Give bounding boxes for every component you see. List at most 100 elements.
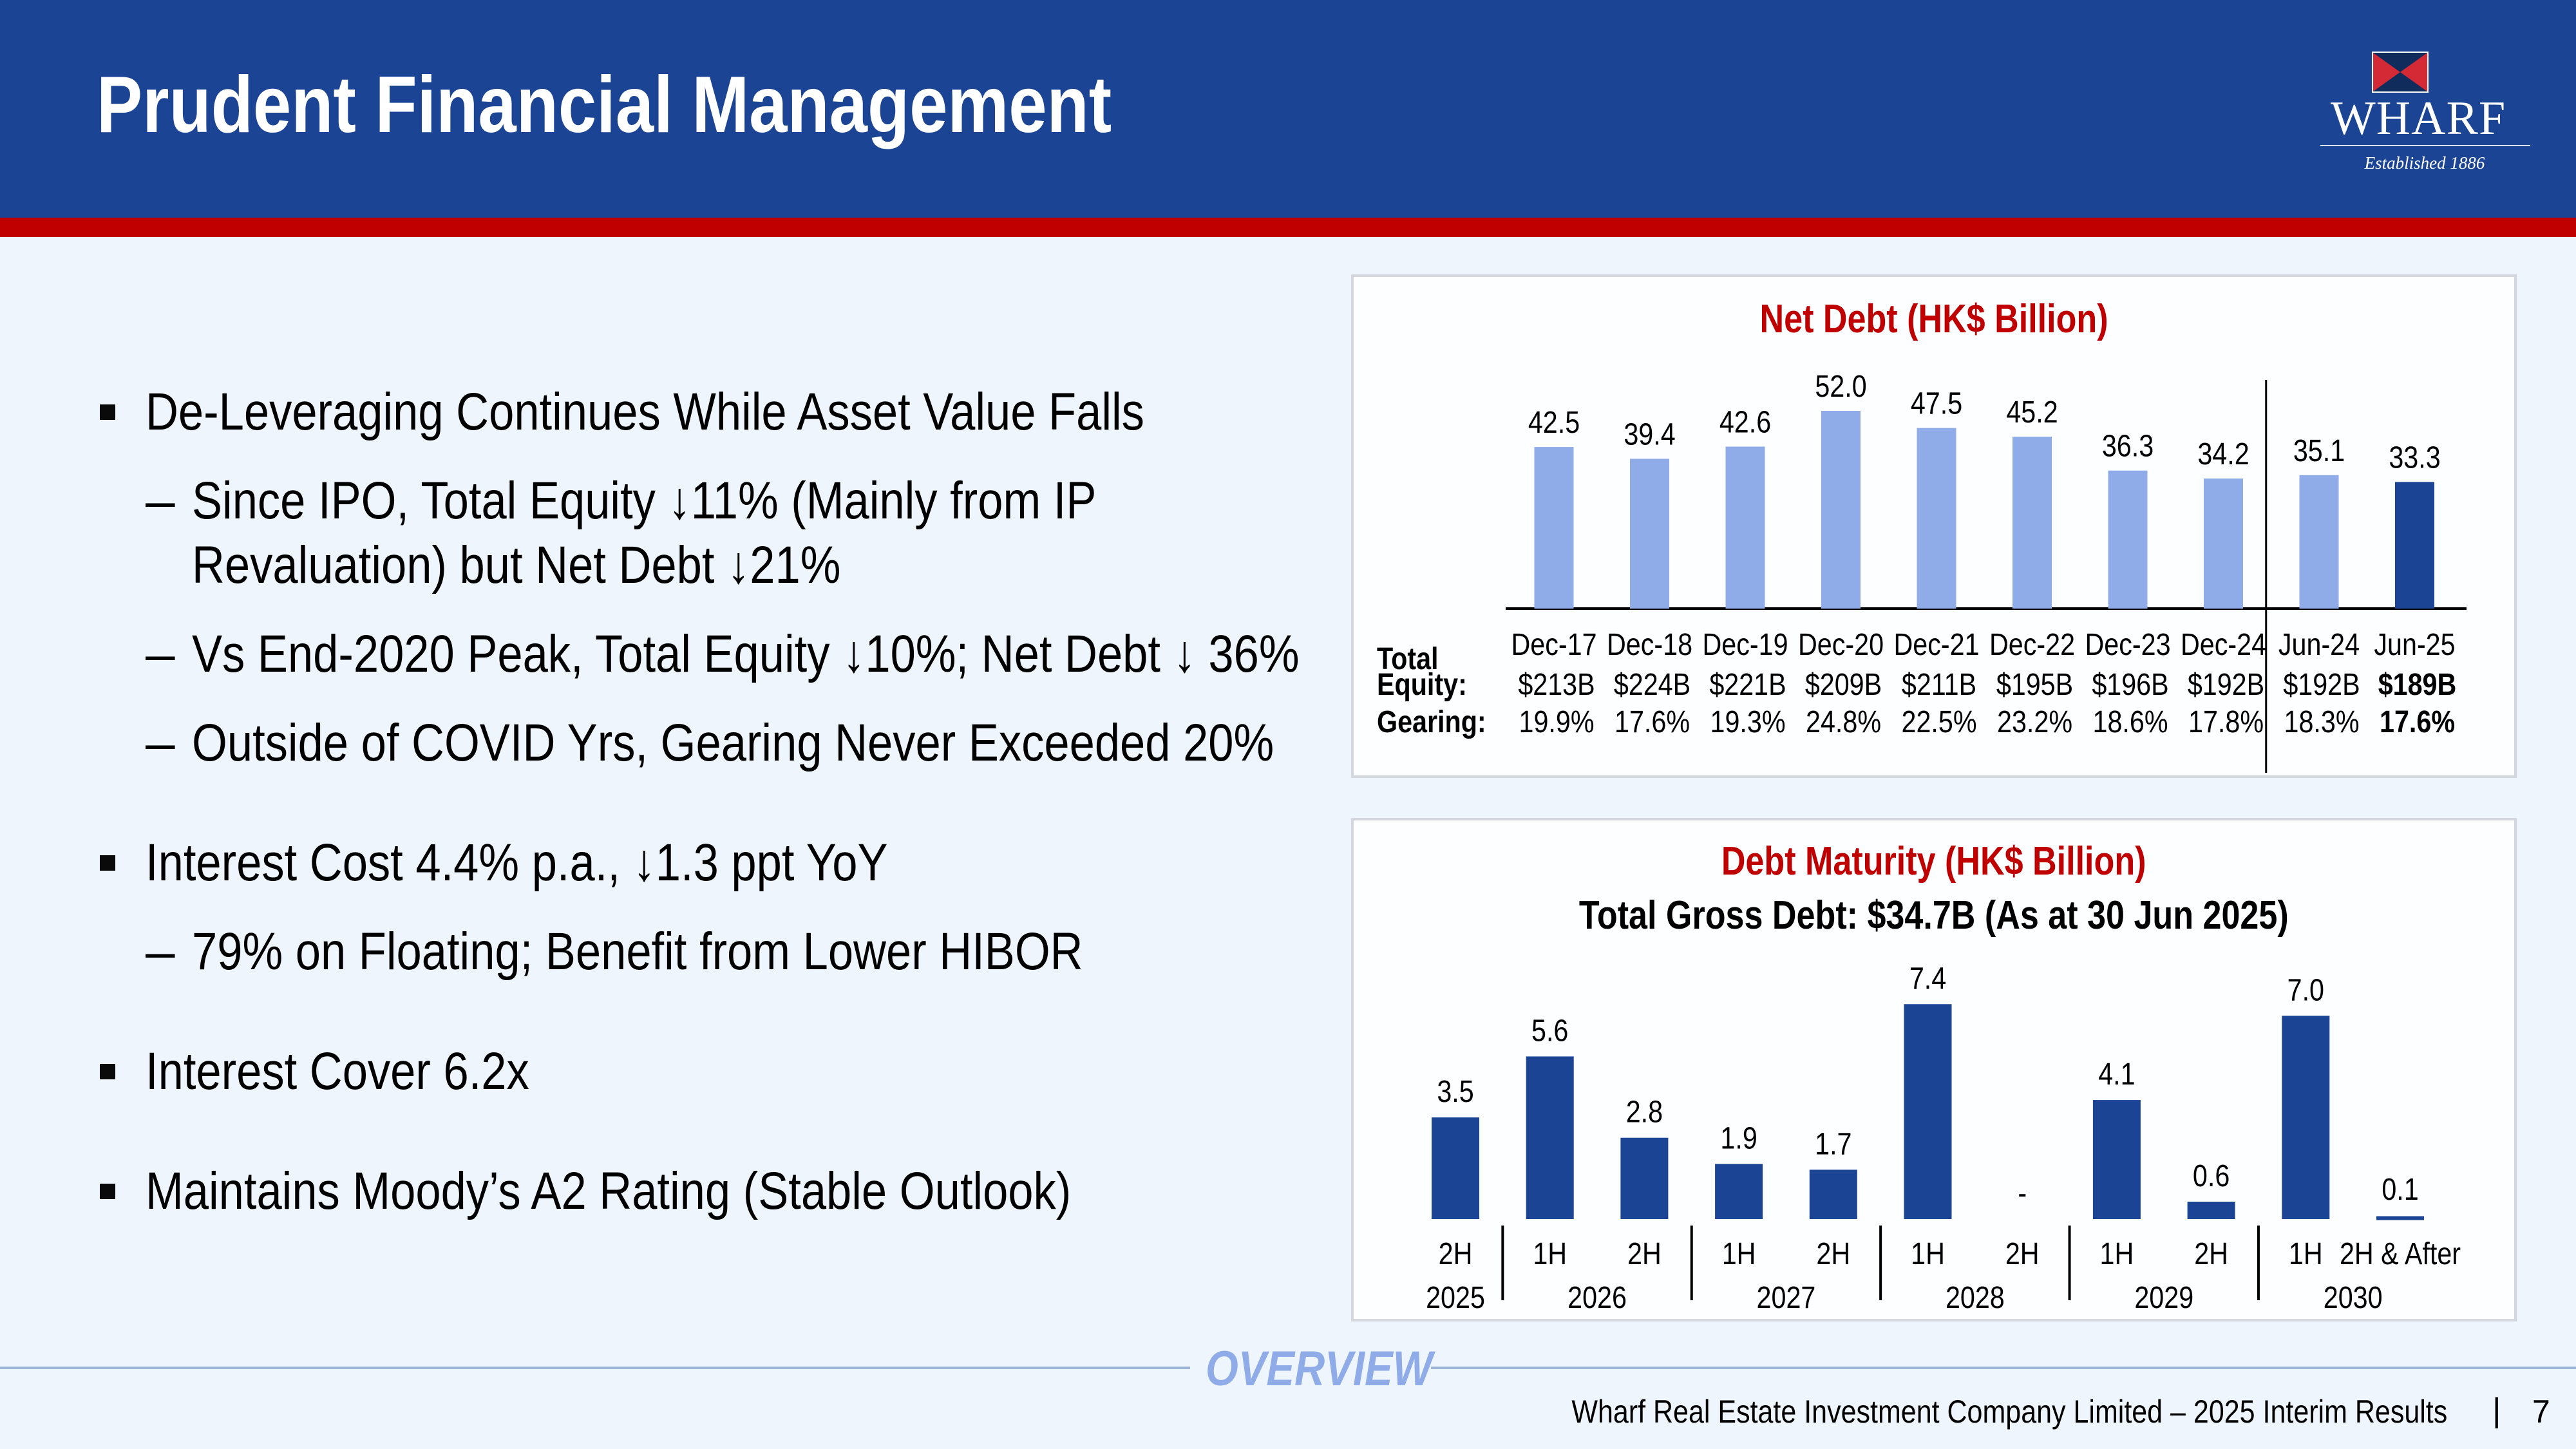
data-label: 42.6 xyxy=(1719,405,1771,440)
x-group-label: 2025 xyxy=(1426,1280,1485,1315)
bar-maturity xyxy=(2376,1216,2424,1220)
x-tick-label: Jun-25 xyxy=(2374,627,2455,662)
sub-bullet-text: 79% on Floating; Benefit from Lower HIBO… xyxy=(192,922,1083,981)
bar-jun-24 xyxy=(2299,475,2339,609)
x-tick-label: Dec-23 xyxy=(2085,627,2170,662)
logo-divider xyxy=(2320,145,2530,146)
sub-bullet-text: Since IPO, Total Equity ↓11% (Mainly fro… xyxy=(192,471,1097,530)
data-label: - xyxy=(2018,1176,2027,1211)
data-label: 7.4 xyxy=(1909,961,1946,996)
gearing-value: 18.3% xyxy=(2284,705,2359,739)
x-tick-label: Jun-24 xyxy=(2278,627,2360,662)
equity-value: $189B xyxy=(2378,667,2457,702)
equity-value: $211B xyxy=(1902,667,1976,702)
data-label: 45.2 xyxy=(2006,395,2058,430)
gearing-value: 19.3% xyxy=(1710,705,1785,739)
x-tick-label: Dec-20 xyxy=(1798,627,1884,662)
bar-dec-22 xyxy=(2012,437,2052,609)
footer-rule-left xyxy=(0,1367,1190,1369)
debt-maturity-chart: 3.5 2H 5.6 1H 2.8 2H 1.9 1H 1.7 2H 7.4 1H - 2H 4.1 1H 0.… xyxy=(1426,961,2461,1315)
bar-dec-19 xyxy=(1725,446,1765,609)
gearing-value: 17.8% xyxy=(2188,705,2264,739)
x-group-label: 2026 xyxy=(1567,1280,1627,1315)
data-label: 4.1 xyxy=(2098,1057,2135,1092)
x-tick-label: Dec-18 xyxy=(1607,627,1692,662)
bar-dec-18 xyxy=(1630,459,1669,609)
gearing-value: 23.2% xyxy=(1997,705,2072,739)
debt-maturity-title-text: Debt Maturity (HK$ Billion) xyxy=(1721,839,2146,884)
dash-marker: – xyxy=(146,625,175,683)
dash-marker: – xyxy=(146,714,175,772)
sub-bullet-text: Revaluation) but Net Debt ↓21% xyxy=(192,536,841,594)
debt-maturity-subtitle-text: Total Gross Debt: $34.7B (As at 30 Jun 2… xyxy=(1579,893,2289,938)
wharf-logo: WHARF Established 1886 xyxy=(2315,52,2530,174)
data-label: 1.9 xyxy=(1720,1121,1757,1155)
gearing-value: 19.9% xyxy=(1519,705,1594,739)
x-group-label: 2027 xyxy=(1757,1280,1816,1315)
x-group-label: 2030 xyxy=(2324,1280,2383,1315)
net-debt-chart: 42.5Dec-17$213B19.9%39.4Dec-18$224B17.6%… xyxy=(1377,369,2467,773)
x-tick-label: 2H & After xyxy=(2340,1236,2461,1271)
x-group-label: 2029 xyxy=(2134,1280,2193,1315)
x-tick-label: 2H xyxy=(1627,1236,1662,1271)
x-tick-label: Dec-17 xyxy=(1511,627,1596,662)
table-row-label-total: Total xyxy=(1377,641,1439,676)
bar-maturity xyxy=(1715,1164,1763,1219)
bullet-text: Interest Cover 6.2x xyxy=(146,1042,529,1101)
data-label: 36.3 xyxy=(2102,429,2154,464)
data-label: 0.6 xyxy=(2193,1159,2230,1193)
bar-maturity xyxy=(1526,1056,1574,1219)
bullet-square-icon xyxy=(100,1184,115,1199)
x-tick-label: 2H xyxy=(2005,1236,2040,1271)
data-label: 47.5 xyxy=(1911,386,1962,421)
footer-rule-right xyxy=(1431,1367,2576,1369)
x-tick-label: 1H xyxy=(1722,1236,1756,1271)
logo-tagline: Established 1886 xyxy=(2364,153,2485,173)
footer-section-label: OVERVIEW xyxy=(1206,1341,1433,1396)
x-group-label: 2028 xyxy=(1946,1280,2005,1315)
table-row-label-gearing: Gearing: xyxy=(1377,705,1486,739)
debt-maturity-subtitle: Total Gross Debt: $34.7B (As at 30 Jun 2… xyxy=(1354,893,2514,938)
bar-dec-17 xyxy=(1534,447,1574,609)
data-label: 3.5 xyxy=(1437,1074,1473,1109)
data-label: 2.8 xyxy=(1626,1095,1663,1130)
bar-maturity xyxy=(1432,1117,1479,1219)
bar-maturity xyxy=(1620,1137,1669,1219)
dash-marker: – xyxy=(146,922,175,981)
data-label: 0.1 xyxy=(2382,1172,2418,1207)
wharf-flag-icon xyxy=(2372,52,2429,93)
bar-maturity xyxy=(2187,1201,2235,1219)
x-tick-label: 1H xyxy=(2100,1236,2134,1271)
page-number: 7 xyxy=(2532,1394,2550,1430)
debt-maturity-chart-title: Debt Maturity (HK$ Billion) xyxy=(1354,838,2514,884)
data-label: 39.4 xyxy=(1624,417,1675,451)
equity-value: $192B xyxy=(2188,667,2264,702)
page-title: Prudent Financial Management xyxy=(97,61,1112,149)
dash-marker: – xyxy=(146,471,175,530)
bullet-text: Maintains Moody’s A2 Rating (Stable Outl… xyxy=(146,1162,1072,1220)
gearing-value: 18.6% xyxy=(2092,705,2168,739)
bar-maturity xyxy=(1809,1170,1857,1219)
bar-dec-24 xyxy=(2204,478,2243,609)
equity-value: $213B xyxy=(1518,667,1595,702)
x-tick-label: 1H xyxy=(1533,1236,1567,1271)
bar-dec-21 xyxy=(1917,428,1956,609)
footer-company-text: Wharf Real Estate Investment Company Lim… xyxy=(1571,1394,2447,1430)
equity-value: $195B xyxy=(1996,667,2073,702)
debt-maturity-chart-panel: Debt Maturity (HK$ Billion) Total Gross … xyxy=(1351,818,2517,1321)
bullet-text: Interest Cost 4.4% p.a., ↓1.3 ppt YoY xyxy=(146,833,888,892)
sub-bullet-text: Vs End-2020 Peak, Total Equity ↓10%; Net… xyxy=(192,625,1300,683)
logo-wordmark: WHARF xyxy=(2330,92,2506,145)
x-tick-label: 2H xyxy=(2194,1236,2228,1271)
equity-value: $196B xyxy=(2092,667,2168,702)
net-debt-title-text: Net Debt (HK$ Billion) xyxy=(1759,297,2108,341)
bar-maturity xyxy=(1904,1004,1952,1219)
gearing-value: 22.5% xyxy=(1901,705,1976,739)
bullet-text: De-Leveraging Continues While Asset Valu… xyxy=(146,383,1144,441)
data-label: 52.0 xyxy=(1815,369,1866,404)
net-debt-chart-title: Net Debt (HK$ Billion) xyxy=(1354,296,2514,342)
equity-value: $221B xyxy=(1709,667,1786,702)
equity-value: $192B xyxy=(2283,667,2360,702)
x-tick-label: 1H xyxy=(1911,1236,1945,1271)
x-tick-label: Dec-24 xyxy=(2181,627,2266,662)
